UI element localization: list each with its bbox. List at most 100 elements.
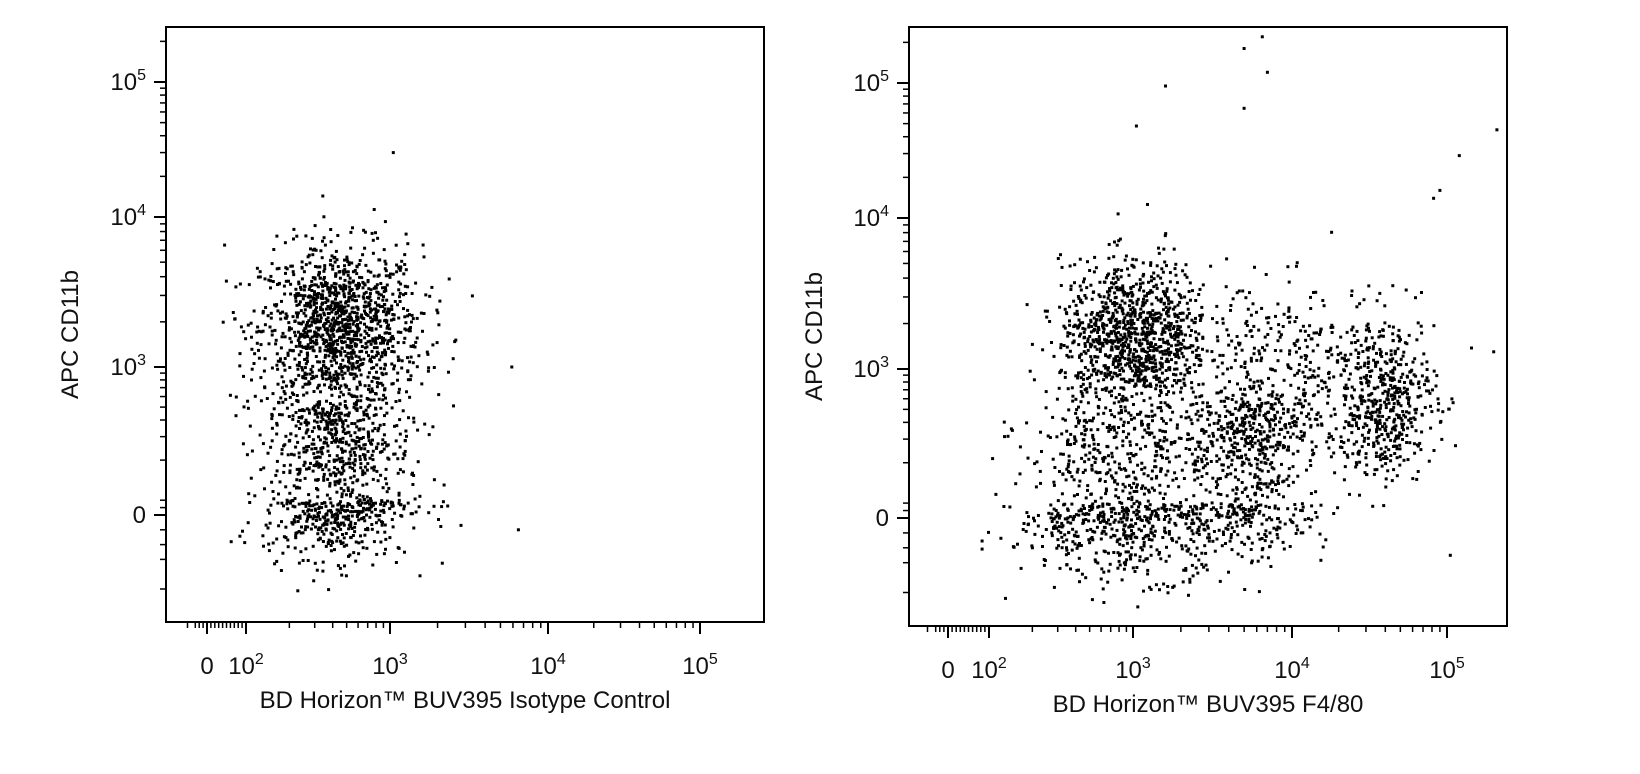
data-point (1281, 540, 1285, 544)
data-point (316, 450, 320, 454)
data-point (392, 350, 396, 354)
data-point (1116, 268, 1120, 272)
data-point (1204, 551, 1208, 555)
data-point (297, 468, 301, 472)
data-point (323, 322, 327, 326)
data-point (303, 528, 307, 532)
data-point (1112, 339, 1116, 343)
data-point (1286, 507, 1290, 511)
data-point (1184, 461, 1188, 465)
data-point (1120, 506, 1124, 510)
data-point (1169, 332, 1172, 336)
data-point (1225, 515, 1229, 519)
data-point (368, 390, 372, 394)
data-point (1312, 369, 1316, 373)
data-point (1163, 401, 1167, 405)
data-point (1123, 258, 1127, 262)
data-point (292, 273, 296, 277)
data-point (309, 299, 313, 303)
data-point (1230, 339, 1234, 343)
data-point (1109, 474, 1113, 478)
data-point (1208, 536, 1211, 540)
data-point (327, 290, 331, 294)
data-point (320, 370, 324, 373)
data-point (980, 539, 984, 543)
data-point (343, 364, 347, 368)
data-point (1217, 528, 1221, 532)
data-point (1077, 513, 1081, 517)
data-point (1162, 308, 1165, 312)
data-point (1320, 423, 1324, 427)
data-point (1044, 528, 1048, 531)
data-point (1053, 466, 1057, 469)
data-point (1131, 355, 1135, 359)
data-point (1078, 334, 1081, 338)
data-point (1065, 563, 1069, 567)
data-point (1305, 415, 1309, 418)
data-point (417, 505, 421, 509)
data-point (1051, 415, 1055, 419)
data-point (365, 513, 368, 517)
data-point (1194, 336, 1198, 340)
data-point (1240, 463, 1244, 467)
data-point (348, 322, 352, 326)
data-point (1220, 433, 1224, 437)
data-point (333, 527, 337, 531)
data-point (1258, 409, 1262, 413)
data-point (394, 439, 398, 443)
data-point (1119, 333, 1123, 337)
data-point (1165, 326, 1169, 330)
data-point (343, 295, 347, 299)
data-point (1179, 390, 1183, 394)
data-point (347, 514, 350, 518)
data-point (284, 271, 287, 275)
data-point (432, 504, 436, 508)
data-point (1118, 356, 1122, 360)
data-point (1146, 346, 1150, 350)
data-point (1129, 523, 1133, 527)
data-point (1193, 321, 1196, 325)
data-point (1216, 483, 1220, 487)
data-point (1265, 485, 1269, 489)
data-point (1226, 425, 1230, 429)
data-point (261, 309, 265, 313)
data-point (1093, 255, 1097, 259)
data-point (1234, 512, 1238, 516)
data-point (1160, 356, 1164, 360)
data-point (1159, 297, 1163, 301)
data-point (1112, 371, 1116, 375)
data-point (351, 534, 355, 537)
data-point (1050, 531, 1054, 535)
data-point (1259, 379, 1263, 383)
data-point (334, 440, 338, 444)
data-point (1185, 516, 1189, 520)
data-point (349, 351, 353, 355)
data-point (402, 293, 405, 297)
data-point (389, 307, 393, 311)
data-point (1243, 444, 1247, 448)
data-point (1104, 301, 1108, 305)
data-point (317, 465, 321, 469)
data-point (1107, 551, 1110, 555)
data-point (1108, 562, 1112, 566)
data-point (1236, 430, 1240, 434)
data-point (1218, 353, 1222, 357)
data-point (363, 300, 367, 304)
data-point (1260, 555, 1264, 559)
data-point (1250, 485, 1254, 489)
data-point (298, 344, 302, 348)
data-point (1138, 338, 1142, 342)
data-point (404, 292, 408, 295)
data-point (1149, 313, 1153, 317)
data-point (1238, 449, 1242, 452)
data-point (1194, 566, 1198, 570)
data-point (1167, 366, 1171, 370)
data-point (319, 293, 323, 297)
data-point (1154, 444, 1158, 448)
data-point (304, 504, 308, 508)
data-point (1293, 420, 1297, 423)
data-point (250, 378, 253, 382)
data-point (1267, 410, 1271, 414)
data-point (1086, 484, 1090, 488)
data-point (439, 525, 443, 528)
